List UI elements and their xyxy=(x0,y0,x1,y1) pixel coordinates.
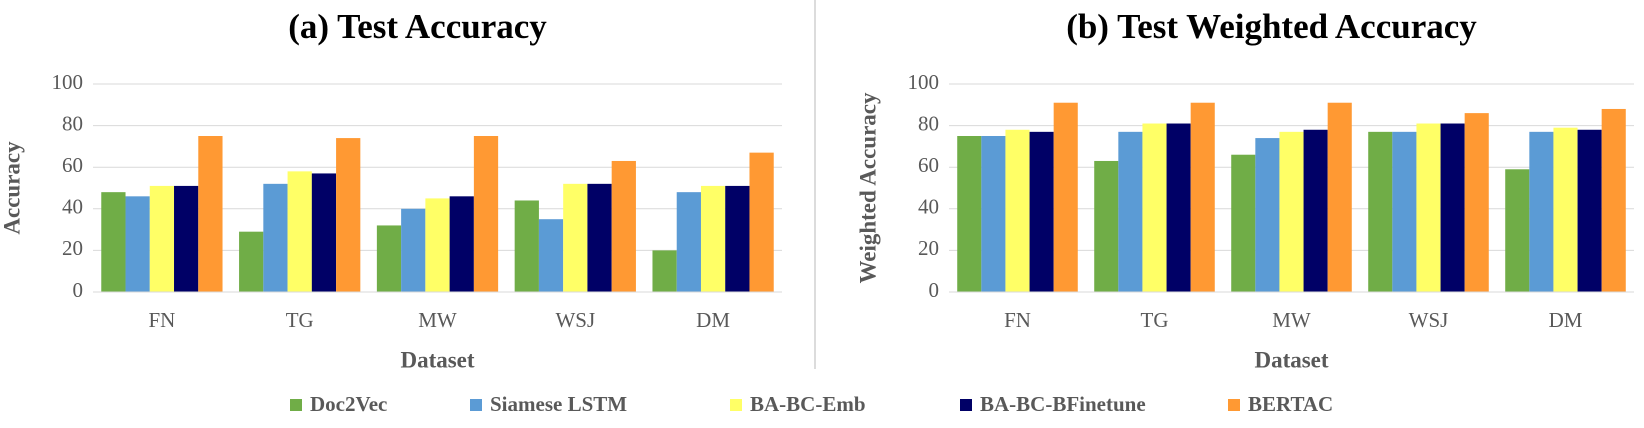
bar xyxy=(376,225,402,292)
y-tick-label: 40 xyxy=(918,195,939,219)
x-tick-label: MW xyxy=(418,308,457,332)
y-tick-label: 100 xyxy=(908,70,940,94)
bar xyxy=(957,136,982,292)
bar xyxy=(1327,102,1352,292)
legend-swatch xyxy=(470,399,482,411)
bar xyxy=(125,196,150,292)
bar xyxy=(287,171,312,292)
bar xyxy=(1166,123,1191,293)
x-tick-label: WSJ xyxy=(555,308,595,332)
legend-swatch xyxy=(730,399,742,411)
bar xyxy=(749,152,774,292)
legend-label: BA-BC-Emb xyxy=(750,392,866,416)
bar xyxy=(981,136,1006,292)
legend-label: BERTAC xyxy=(1248,392,1333,416)
bar xyxy=(652,250,677,292)
bar xyxy=(174,185,199,292)
y-tick-label: 60 xyxy=(62,153,83,177)
bar xyxy=(563,183,588,292)
bar xyxy=(538,219,564,292)
y-axis-title: Accuracy xyxy=(0,141,24,235)
bar xyxy=(1368,131,1393,292)
legend-swatch xyxy=(1228,399,1240,411)
bar xyxy=(425,198,450,292)
bar xyxy=(1529,131,1554,292)
x-axis-title: Dataset xyxy=(400,347,474,372)
bar xyxy=(1255,138,1280,292)
x-tick-label: MW xyxy=(1272,308,1311,332)
y-tick-label: 100 xyxy=(52,70,84,94)
x-tick-label: TG xyxy=(286,308,314,332)
bar xyxy=(700,185,726,292)
bar xyxy=(1279,131,1304,292)
bar xyxy=(1303,129,1328,292)
bar xyxy=(514,200,539,292)
bar xyxy=(263,183,288,292)
bar xyxy=(1231,154,1256,292)
bar xyxy=(1553,127,1578,293)
bar xyxy=(587,183,612,292)
bar xyxy=(149,185,175,292)
legend-swatch xyxy=(960,399,972,411)
bar xyxy=(198,136,223,292)
bar xyxy=(676,192,701,292)
bar xyxy=(449,196,474,292)
bar xyxy=(1005,129,1030,292)
bar xyxy=(1094,160,1119,292)
bar xyxy=(1464,113,1489,293)
y-tick-label: 40 xyxy=(62,195,83,219)
legend-swatch xyxy=(290,399,302,411)
bar xyxy=(1601,108,1626,293)
legend-label: Siamese LSTM xyxy=(490,392,627,416)
bar xyxy=(101,192,126,292)
y-tick-label: 80 xyxy=(62,111,83,135)
x-tick-label: FN xyxy=(148,308,175,332)
y-tick-label: 20 xyxy=(62,236,83,260)
bar xyxy=(611,160,636,292)
bar xyxy=(1053,102,1078,292)
x-tick-label: TG xyxy=(1141,308,1169,332)
x-axis-title: Dataset xyxy=(1254,347,1328,372)
chart-title: (b) Test Weighted Accuracy xyxy=(1066,7,1477,46)
bar xyxy=(1190,102,1215,292)
bar xyxy=(1505,169,1530,292)
bar xyxy=(239,231,264,292)
y-axis-title: Weighted Accuracy xyxy=(855,92,880,283)
bar xyxy=(473,136,499,292)
bar xyxy=(1577,129,1602,292)
y-tick-label: 0 xyxy=(73,278,84,302)
x-tick-label: DM xyxy=(696,308,730,332)
y-tick-label: 60 xyxy=(918,153,939,177)
x-tick-label: WSJ xyxy=(1409,308,1449,332)
x-tick-label: FN xyxy=(1004,308,1031,332)
bar xyxy=(1416,123,1441,293)
bar xyxy=(1118,131,1143,292)
bar xyxy=(336,138,361,292)
y-tick-label: 20 xyxy=(918,236,939,260)
y-tick-label: 80 xyxy=(918,111,939,135)
bar xyxy=(311,173,337,292)
y-tick-label: 0 xyxy=(929,278,940,302)
bar xyxy=(1392,131,1417,292)
bar xyxy=(1029,131,1054,292)
bar xyxy=(725,185,750,292)
bar xyxy=(1440,123,1465,293)
bar xyxy=(401,208,426,292)
legend-label: Doc2Vec xyxy=(310,392,387,416)
chart-title: (a) Test Accuracy xyxy=(288,7,547,46)
bar xyxy=(1142,123,1167,293)
x-tick-label: DM xyxy=(1549,308,1583,332)
legend-label: BA-BC-BFinetune xyxy=(980,392,1146,416)
